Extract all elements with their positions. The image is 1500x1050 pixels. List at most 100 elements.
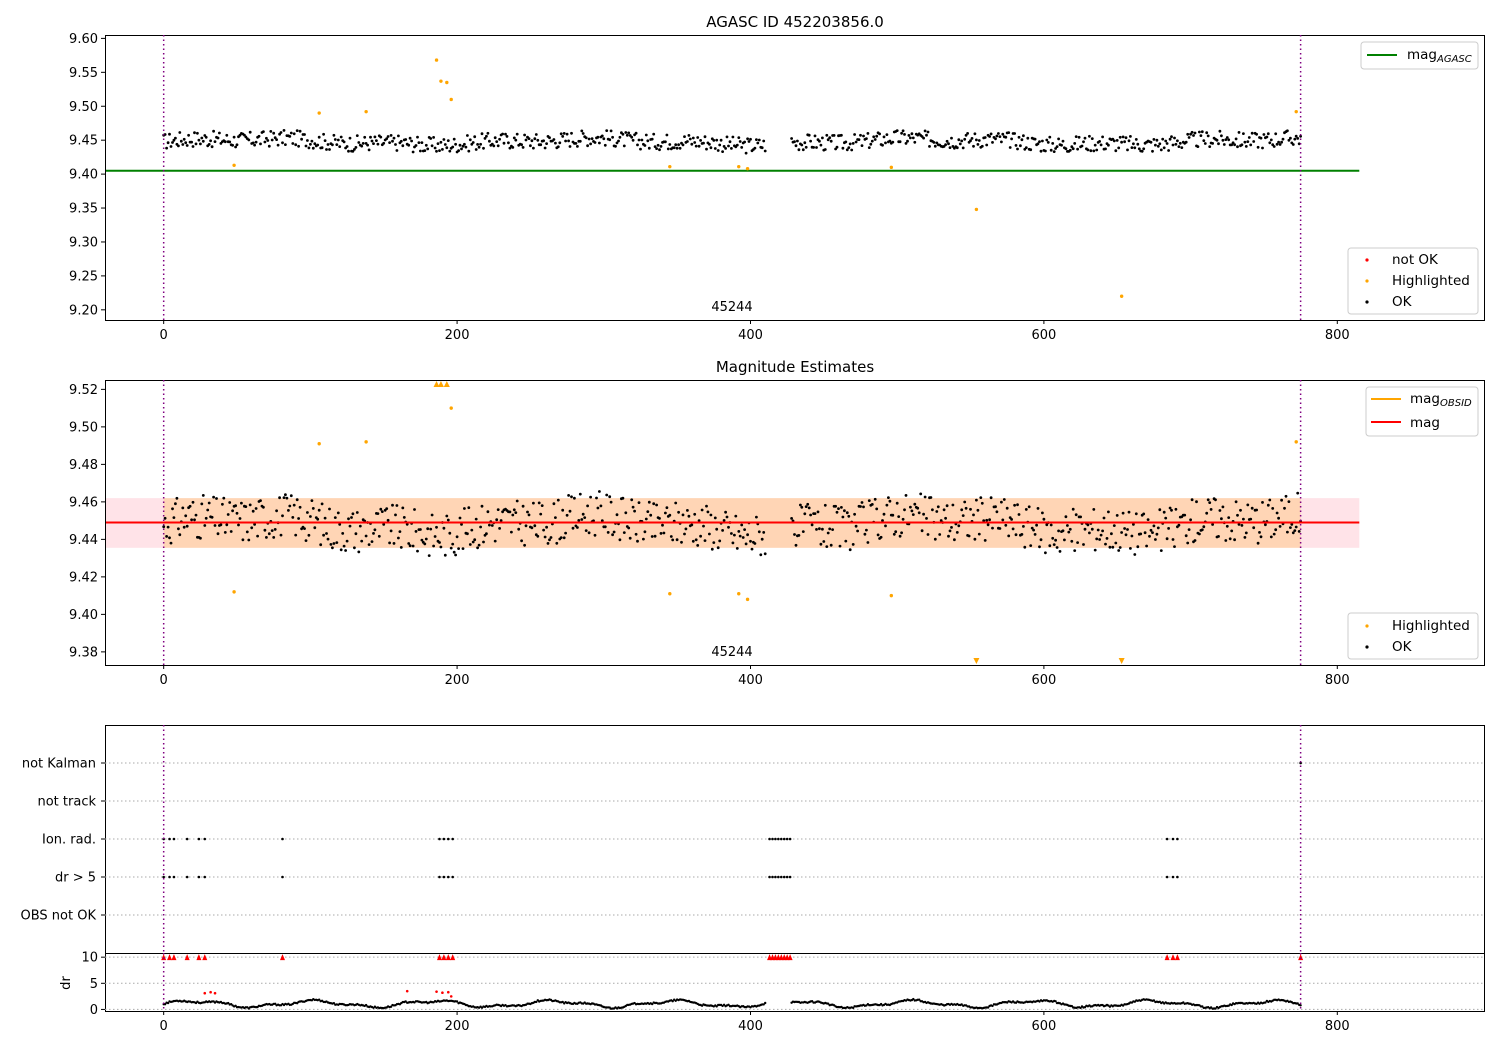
ok-point [1228,537,1232,541]
ok-point [1124,533,1128,537]
ok-point [474,517,478,521]
ok-point [523,543,526,547]
ok-point [901,129,905,133]
ok-point [1183,513,1187,517]
panel-magnitude-legend-bottom: Highlighted OK [1347,612,1479,660]
ok-point [587,137,591,141]
dr-point [1054,1000,1057,1003]
ok-point [862,505,865,509]
ok-point [1152,524,1156,528]
ok-point [1130,146,1134,150]
ok-point [199,142,202,146]
dr-point [1296,1002,1299,1005]
ok-point [1076,147,1079,151]
ok-point [279,131,283,134]
ok-point [725,135,729,139]
ok-point [364,534,368,538]
dr-outlier [446,990,450,994]
ok-point [923,129,927,133]
ok-point [480,132,484,136]
ok-point [549,536,553,539]
ok-point [1243,536,1247,539]
ok-point [304,539,308,542]
ok-point [1250,131,1254,135]
ok-point [1164,516,1168,520]
ok-point [1058,550,1062,553]
ok-point [615,141,619,145]
ok-point [722,145,726,148]
ok-point [238,517,242,520]
ok-point [913,502,917,506]
ok-point [297,144,300,148]
ok-point [1255,508,1258,512]
ok-point [473,135,477,139]
ok-point [730,147,733,150]
ok-point [568,145,572,148]
flag-point [203,875,207,879]
ok-point [837,507,840,510]
ok-point [284,493,287,497]
ok-point [355,511,359,514]
ok-point [294,143,298,147]
ok-point [1079,515,1082,519]
x-tick-label: 400 [738,673,763,688]
legend-label-highlighted: Highlighted [1392,618,1470,634]
ok-point [454,142,457,146]
ok-point [307,146,311,150]
ok-point [639,147,642,151]
ok-point [295,129,299,133]
ok-point [630,135,634,139]
ok-point [571,526,575,530]
ok-point [664,511,667,515]
ok-point [718,143,722,147]
ok-point [320,502,324,506]
ok-point [448,531,452,535]
ok-point [653,145,657,149]
ok-point [909,505,912,509]
flag-point [446,837,450,841]
ok-point [1261,501,1264,504]
ok-point [975,498,978,502]
ok-point [486,510,490,514]
ok-point [592,519,595,523]
ok-point [297,517,300,520]
ok-point [687,134,691,137]
ok-point [819,542,823,546]
ok-point [360,539,364,543]
ok-point [1240,524,1244,527]
ok-point [1067,530,1071,534]
ok-point [708,142,711,146]
ok-point [333,516,337,519]
ok-point [272,131,276,135]
ok-point [1256,541,1260,545]
ok-point [303,527,306,530]
ok-point [309,515,312,518]
ok-point [844,539,848,543]
ok-point [182,137,186,141]
ok-point [413,508,416,511]
ok-point [843,509,846,513]
ok-point [1057,529,1060,533]
ok-point [1117,549,1121,552]
clipped-high-marker [443,381,450,387]
ok-point [598,490,601,493]
ok-point [919,492,923,496]
ok-point [926,533,930,536]
ok-point [675,538,679,542]
ok-point [576,145,579,148]
y-tick-label: 9.55 [69,66,98,81]
ok-point [234,504,238,508]
ok-point [1029,148,1033,152]
ok-point [1142,147,1146,151]
ok-point [628,536,632,540]
ok-point [1296,137,1300,140]
ok-point [662,531,666,535]
ok-point [398,530,402,533]
ok-point [499,519,503,522]
ok-point [677,143,680,147]
ok-point [1190,498,1194,502]
ok-point [191,500,195,504]
ok-point [285,496,289,500]
ok-point [576,526,579,529]
ok-point [185,524,189,528]
